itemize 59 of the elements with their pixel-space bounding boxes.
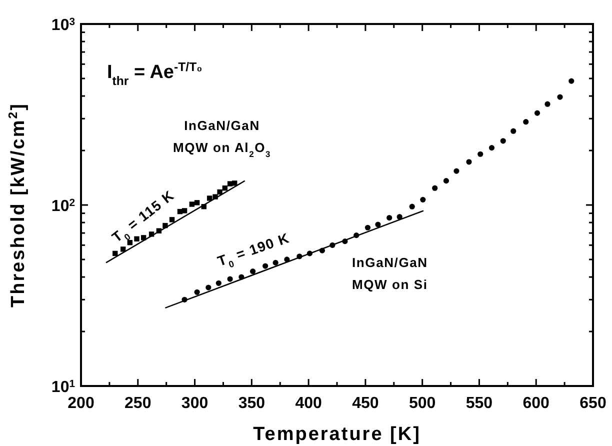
x-tick-label: 500 (408, 395, 436, 412)
point (182, 208, 188, 214)
point (134, 236, 140, 242)
point (227, 276, 233, 282)
point (409, 204, 415, 210)
x-tick-label: 450 (352, 395, 379, 412)
annotation: InGaN/GaN (184, 118, 260, 133)
x-tick-label: 650 (580, 395, 606, 412)
point (120, 246, 126, 252)
y-tick-label: 10$^{1}$ (51, 378, 76, 396)
point (189, 202, 195, 207)
point (375, 222, 381, 228)
point (466, 159, 472, 165)
point (432, 185, 438, 191)
point (396, 214, 402, 220)
point (534, 110, 540, 116)
y-tick-label: 10$^{2}$ (51, 198, 76, 215)
point (222, 185, 228, 191)
point (544, 101, 550, 107)
annotation: MQW on Al$_{2}$O$_{3}$ (173, 140, 271, 159)
point (454, 168, 460, 174)
point (510, 128, 516, 134)
point (488, 145, 495, 151)
point (443, 178, 450, 184)
point (127, 240, 133, 246)
point (194, 200, 200, 206)
annotation: T$_{0}$ = 190 K (215, 230, 292, 270)
x-tick-label: 600 (522, 395, 550, 412)
point (227, 181, 233, 186)
point (500, 138, 506, 144)
point (112, 250, 118, 256)
point (169, 217, 175, 222)
point (523, 119, 529, 125)
point (568, 78, 574, 84)
annotation: MQW on Si (352, 277, 428, 292)
point (206, 196, 212, 201)
point (194, 289, 200, 295)
point (272, 260, 278, 266)
point (216, 280, 222, 286)
point (386, 214, 392, 221)
x-axis-title: Temperature [K] (253, 424, 421, 445)
point (557, 94, 563, 100)
point (250, 268, 256, 274)
point (364, 224, 371, 230)
point (478, 151, 484, 157)
x-tick-label: 350 (238, 395, 266, 412)
x-tick-label: 300 (181, 395, 208, 412)
point (232, 180, 238, 186)
y-tick-label: 10$^{3}$ (51, 16, 76, 34)
x-tick-label: 400 (295, 395, 322, 412)
point (420, 196, 426, 202)
x-tick-label: 200 (68, 395, 94, 412)
point (206, 284, 212, 290)
annotation: InGaN/GaN (352, 255, 428, 270)
x-tick-label: 550 (466, 395, 493, 412)
annotation: I$_{thr}$ = Ae$^{-T/T₀}$ (107, 60, 202, 88)
point (217, 189, 222, 195)
point (262, 263, 268, 269)
x-tick-label: 250 (124, 395, 152, 412)
